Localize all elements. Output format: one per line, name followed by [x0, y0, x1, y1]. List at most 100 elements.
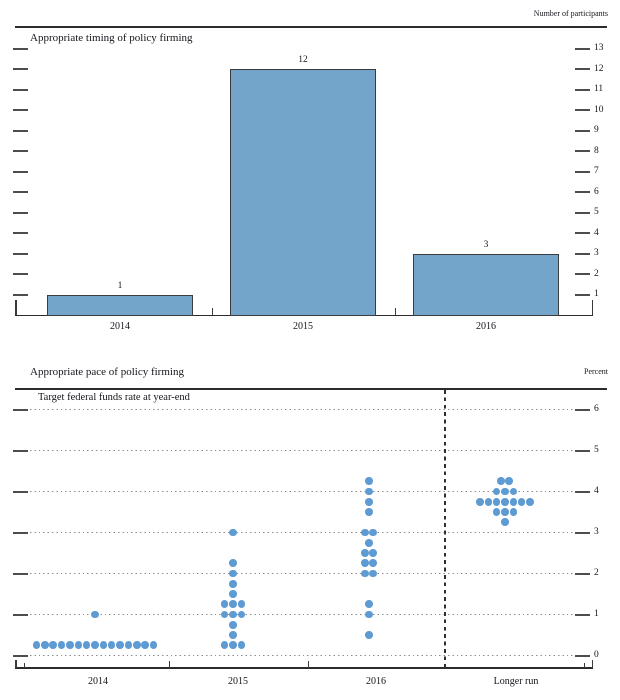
y-tick-right [575, 293, 590, 296]
projection-dot [361, 528, 369, 537]
y-tick-label: 12 [594, 63, 604, 74]
y-tick-right [575, 408, 590, 411]
chart-title: Appropriate timing of policy firming [30, 32, 193, 44]
longer-run-separator [444, 390, 446, 668]
projection-dot [501, 497, 509, 506]
chart-top-border [15, 388, 607, 390]
timing-bar-chart: Number of participants Appropriate timin… [13, 9, 608, 332]
category-divider-tick [394, 308, 396, 315]
y-tick-left [13, 408, 28, 411]
x-axis-label-2014: 2014 [88, 676, 108, 687]
axis-inner-tick [23, 663, 25, 668]
gridline [30, 490, 575, 493]
projection-dot [509, 497, 518, 506]
y-tick-left [13, 129, 28, 132]
gridline [30, 613, 575, 616]
projection-dot [484, 497, 493, 506]
projection-dot [361, 559, 369, 568]
projection-dot [66, 641, 74, 650]
x-axis-label-2015: 2015 [293, 321, 313, 332]
y-tick-right [575, 531, 590, 534]
y-tick-left [13, 109, 28, 112]
projection-dot [365, 610, 373, 619]
bar-2014 [47, 294, 193, 316]
y-tick-left [13, 88, 28, 91]
chart-title: Appropriate pace of policy firming [30, 366, 184, 378]
y-tick-left [13, 47, 28, 50]
y-tick-left [13, 293, 28, 296]
y-tick-label: 1 [594, 609, 599, 619]
y-tick-label: 8 [594, 145, 599, 156]
projection-dot [141, 641, 149, 650]
x-axis-line [15, 667, 593, 669]
y-tick-right [575, 273, 590, 276]
y-tick-label: 5 [594, 207, 599, 218]
projection-dot [220, 600, 229, 609]
y-tick-left [13, 150, 28, 153]
projection-dot [365, 477, 373, 486]
projection-dot [509, 487, 518, 496]
projection-dot [505, 477, 513, 486]
projection-dot [492, 508, 501, 516]
y-tick-left [13, 68, 28, 71]
y-tick-left [13, 252, 28, 255]
projection-dot [369, 559, 377, 568]
projection-dot [32, 641, 41, 650]
projection-dot [229, 641, 237, 650]
projection-dot [107, 641, 116, 650]
bar-value-label: 12 [298, 55, 308, 66]
x-axis-label-2016: 2016 [476, 321, 496, 332]
y-tick-right [575, 170, 590, 173]
projection-dot [365, 600, 373, 609]
y-tick-right [575, 654, 590, 657]
x-axis-label-2014: 2014 [110, 321, 130, 332]
projection-dot [229, 590, 237, 598]
y-tick-right [575, 47, 590, 50]
category-divider-tick [211, 308, 213, 315]
projection-dot [365, 487, 373, 496]
y-tick-right [575, 129, 590, 132]
y-tick-label: 1 [594, 289, 599, 300]
y-tick-left [13, 170, 28, 173]
y-tick-left [13, 572, 28, 575]
gridline [30, 449, 575, 452]
chart-subtitle: Target federal funds rate at year-end [38, 392, 190, 403]
timing-plot-area: 1 2 3 4 5 6 7 8 9 10 11 12 13 1 2014 12 2015 3 2016 [13, 43, 604, 332]
projection-dot [74, 641, 83, 650]
projection-dot [229, 579, 237, 588]
projection-dot [237, 610, 246, 619]
projection-dot [365, 631, 373, 639]
y-axis-unit-label: Number of participants [533, 9, 608, 18]
axis-end-tick [15, 300, 17, 315]
y-tick-right [575, 68, 590, 71]
chart-top-border [15, 26, 607, 28]
y-tick-label: 11 [594, 84, 604, 95]
y-tick-right [575, 252, 590, 255]
y-tick-label: 13 [594, 43, 604, 54]
x-axis-label-2016: 2016 [366, 676, 386, 687]
category-divider-tick [169, 661, 171, 668]
y-tick-left [13, 232, 28, 235]
projection-dot [369, 528, 377, 537]
projection-dot [501, 487, 509, 496]
projection-dot [237, 641, 246, 650]
gridline [30, 408, 575, 411]
y-tick-label: 5 [594, 445, 599, 455]
y-tick-right [575, 613, 590, 616]
bar-2016 [413, 253, 559, 316]
y-tick-right [575, 232, 590, 235]
projection-dot [229, 610, 237, 619]
x-axis-label-2015: 2015 [228, 676, 248, 687]
projection-dot [149, 641, 158, 650]
gridline [30, 572, 575, 575]
pace-dot-plot: Appropriate pace of policy firming Perce… [0, 350, 620, 700]
y-tick-left [13, 531, 28, 534]
axis-end-tick [591, 659, 593, 668]
projection-dot [365, 508, 373, 516]
category-divider-tick [308, 661, 310, 668]
projection-dot [369, 569, 377, 578]
axis-end-tick [15, 659, 17, 668]
projection-dot [91, 610, 99, 619]
projection-dot [220, 610, 229, 619]
